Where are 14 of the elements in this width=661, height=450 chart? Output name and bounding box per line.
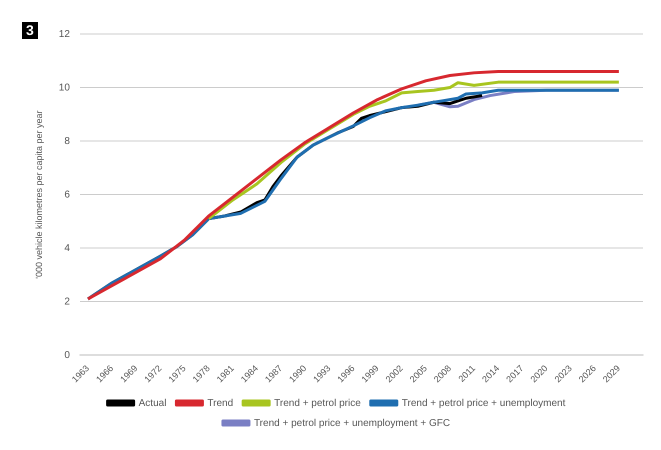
y-tick-label: 4 bbox=[64, 242, 70, 254]
chart-title: 3 bbox=[22, 22, 38, 39]
y-tick-label: 10 bbox=[58, 82, 70, 94]
legend-label: Trend bbox=[207, 398, 234, 409]
y-tick-label: 6 bbox=[64, 189, 70, 200]
y-axis-title: '000 vehicle kilometres per capita per year bbox=[34, 110, 44, 279]
y-tick-label: 8 bbox=[64, 136, 70, 147]
legend-label: Trend + petrol price + unemployment + GFC bbox=[254, 418, 450, 429]
y-tick-label: 12 bbox=[58, 28, 70, 40]
y-tick-label: 2 bbox=[64, 296, 70, 308]
y-tick-label: 0 bbox=[64, 350, 70, 361]
legend-label: Trend + petrol price + unemployment bbox=[402, 398, 566, 409]
legend-label: Actual bbox=[138, 398, 166, 409]
legend-label: Trend + petrol price bbox=[274, 398, 362, 409]
